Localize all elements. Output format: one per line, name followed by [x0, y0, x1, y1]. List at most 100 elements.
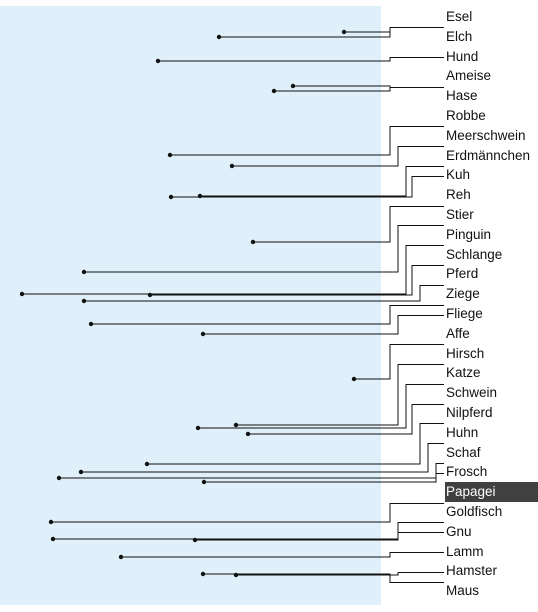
- branch-line: [219, 27, 444, 38]
- leaf-label[interactable]: Pferd: [446, 266, 479, 282]
- branch-link: [195, 384, 444, 431]
- branch-link: [48, 503, 444, 525]
- branch-link: [229, 146, 444, 169]
- branch-link: [88, 305, 444, 327]
- leaf-label[interactable]: Pinguin: [446, 226, 492, 242]
- branch-node-dot: [233, 422, 239, 428]
- branch-link: [118, 552, 444, 560]
- branch-link: [56, 463, 444, 481]
- branch-line: [53, 522, 444, 540]
- leaf-label[interactable]: Maus: [446, 583, 480, 599]
- branch-node-dot: [233, 572, 239, 578]
- plot-area: [0, 6, 381, 605]
- branch-line: [81, 443, 444, 473]
- branch-node-dot: [155, 58, 161, 64]
- branch-link: [147, 265, 444, 298]
- branch-node-dot: [50, 536, 56, 542]
- leaf-label[interactable]: Frosch: [446, 464, 488, 480]
- branch-line: [236, 364, 444, 426]
- branch-line: [204, 473, 444, 483]
- branch-node-dot: [341, 29, 347, 35]
- leaf-label[interactable]: Huhn: [446, 424, 479, 440]
- leaf-label[interactable]: Katze: [446, 365, 481, 381]
- branch-link: [271, 87, 444, 94]
- branch-line: [203, 573, 444, 583]
- leaf-label[interactable]: Esel: [446, 9, 473, 24]
- branch-node-dot: [192, 537, 198, 543]
- leaf-label[interactable]: Elch: [446, 28, 473, 44]
- leaf-label[interactable]: Hund: [446, 48, 479, 64]
- leaf-label[interactable]: Schlange: [446, 246, 503, 262]
- branch-link: [144, 423, 444, 467]
- branch-line: [253, 206, 444, 243]
- branch-line: [354, 344, 444, 380]
- leaf-label[interactable]: Fliege: [446, 306, 483, 321]
- branch-line: [121, 552, 444, 558]
- branch-line: [195, 532, 444, 541]
- branch-link: [200, 571, 444, 583]
- branch-node-dot: [78, 469, 84, 475]
- branch-node-dot: [118, 554, 124, 560]
- branch-node-dot: [144, 461, 150, 467]
- leaf-label[interactable]: Schwein: [446, 385, 498, 401]
- leaf-label[interactable]: Schaf: [446, 444, 481, 460]
- branch-line: [203, 315, 444, 335]
- branch-link: [233, 572, 444, 578]
- branch-node-dot: [147, 292, 153, 298]
- branch-line: [59, 463, 444, 479]
- branch-link: [201, 473, 444, 485]
- branch-node-dot: [81, 298, 87, 304]
- branch-line: [84, 285, 444, 302]
- branch-line: [51, 503, 444, 523]
- branch-line: [171, 176, 444, 198]
- leaf-label[interactable]: Reh: [446, 187, 471, 203]
- leaf-label[interactable]: Ameise: [446, 68, 492, 84]
- leaf-label[interactable]: Kuh: [446, 167, 471, 183]
- leaf-label[interactable]: Gnu: [446, 523, 472, 539]
- branch-node-dot: [81, 269, 87, 275]
- leaf-label[interactable]: Erdmännchen: [446, 147, 531, 163]
- leaf-label[interactable]: Papagei: [445, 482, 538, 503]
- leaf-label[interactable]: Lamm: [446, 543, 484, 559]
- leaf-label[interactable]: Nilpferd: [446, 405, 493, 420]
- branch-node-dot: [290, 83, 296, 89]
- branch-line: [274, 87, 444, 92]
- branch-line: [158, 57, 444, 62]
- leaf-label[interactable]: Ziege: [446, 286, 480, 302]
- leaf-label[interactable]: Meerschwein: [446, 127, 526, 143]
- branch-line: [198, 384, 444, 429]
- branch-link: [50, 522, 444, 542]
- branch-link: [245, 404, 444, 437]
- branch-node-dot: [351, 376, 357, 382]
- branch-link: [167, 126, 444, 158]
- branch-line: [170, 126, 444, 156]
- branch-line: [200, 166, 444, 197]
- branch-link: [168, 176, 444, 200]
- branch-line: [248, 404, 444, 435]
- branch-node-dot: [200, 331, 206, 337]
- branch-link: [351, 344, 444, 382]
- branch-line: [91, 305, 444, 325]
- branch-line: [150, 265, 444, 296]
- leaf-label[interactable]: Affe: [446, 325, 470, 341]
- leaf-label[interactable]: Hase: [446, 88, 478, 104]
- branch-line: [236, 572, 444, 576]
- leaf-label[interactable]: Robbe: [446, 108, 486, 123]
- branch-node-dot: [201, 479, 207, 485]
- branch-node-dot: [245, 431, 251, 437]
- branch-node-dot: [168, 194, 174, 200]
- branch-node-dot: [271, 88, 277, 94]
- leaf-label[interactable]: Hamster: [446, 563, 498, 579]
- branch-node-dot: [56, 475, 62, 481]
- branch-line: [22, 245, 444, 295]
- leaf-label[interactable]: Goldfisch: [446, 504, 503, 519]
- branch-link: [250, 206, 444, 245]
- leaf-label[interactable]: Hirsch: [446, 345, 485, 361]
- leaf-label[interactable]: Stier: [446, 207, 474, 222]
- branch-node-dot: [88, 321, 94, 327]
- branch-link: [19, 245, 444, 297]
- branch-link: [81, 225, 444, 275]
- branch-node-dot: [167, 152, 173, 158]
